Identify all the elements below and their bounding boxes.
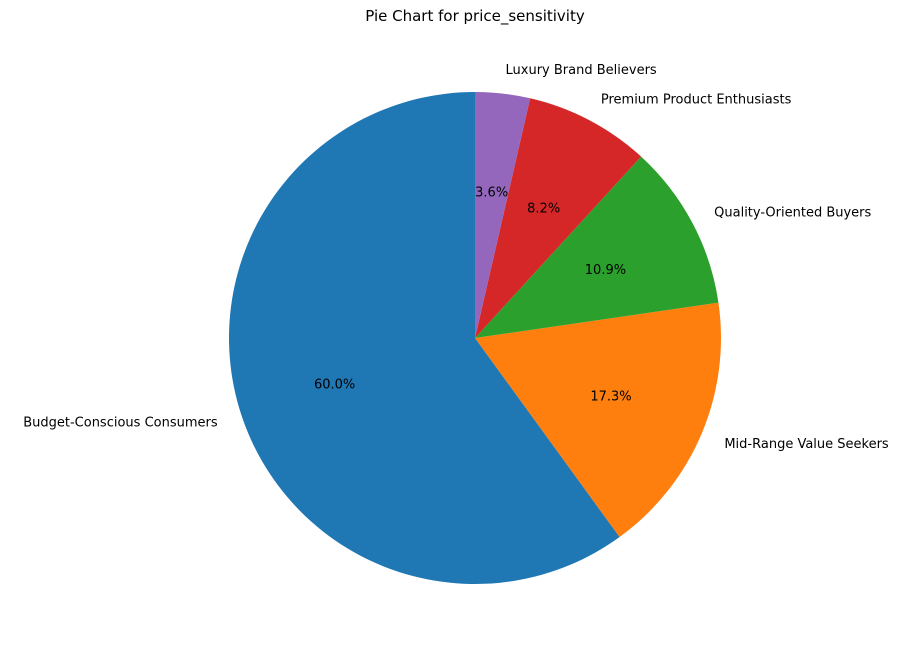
slice-label: Mid-Range Value Seekers	[724, 437, 889, 452]
pie-slice	[475, 92, 531, 338]
pie-slice	[475, 156, 719, 338]
slice-percentage: 8.2%	[527, 201, 560, 216]
slice-label: Premium Product Enthusiasts	[601, 92, 792, 107]
pie-slice	[475, 302, 721, 538]
percentage-labels: 60.0% 17.3% 10.9% 8.2% 3.6%	[314, 185, 632, 404]
slice-percentage: 17.3%	[590, 389, 631, 404]
pie-slices	[228, 92, 721, 585]
slice-labels: Budget-Conscious Consumers Mid-Range Valu…	[23, 63, 889, 452]
slice-label: Budget-Conscious Consumers	[23, 416, 218, 431]
pie-slice	[228, 92, 620, 585]
slice-label: Quality-Oriented Buyers	[714, 205, 871, 220]
slice-percentage: 10.9%	[585, 263, 626, 278]
slice-label: Luxury Brand Believers	[506, 63, 657, 78]
slice-percentage: 60.0%	[314, 378, 355, 393]
chart-title: Pie Chart for price_sensitivity	[365, 7, 585, 26]
slice-percentage: 3.6%	[475, 185, 508, 200]
pie-slice	[475, 98, 642, 338]
